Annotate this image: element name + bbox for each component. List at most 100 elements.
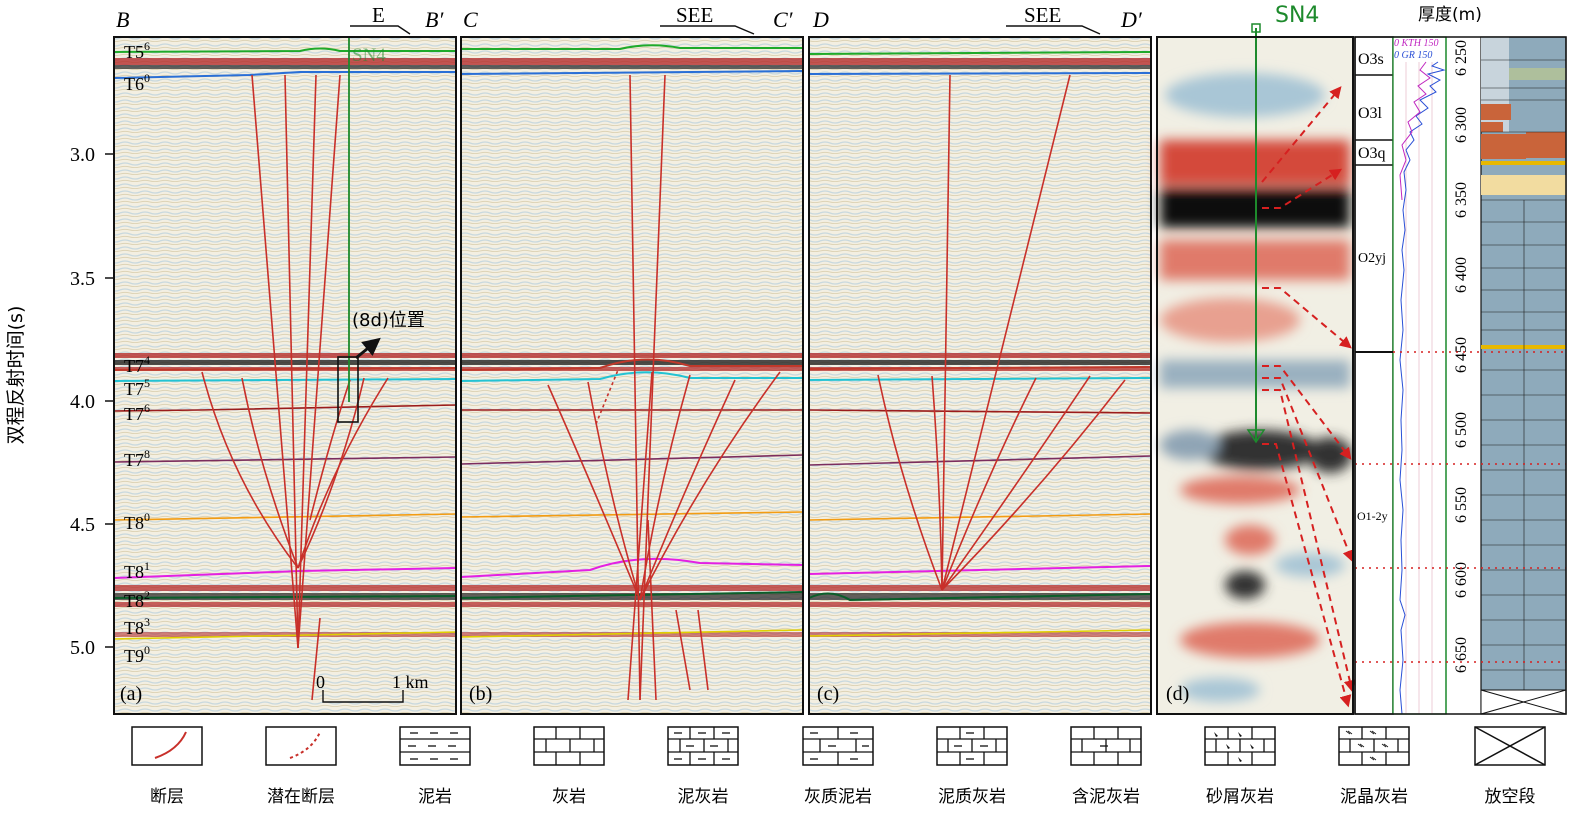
panel-frame [460, 36, 804, 715]
horizon-label: T81 [124, 559, 150, 582]
direction-arrow-icon [350, 25, 411, 35]
gr-curve [1399, 61, 1446, 715]
detail-box [337, 356, 359, 423]
seismic-section [114, 37, 456, 714]
formation-O3q: O3q [1358, 145, 1386, 162]
y-axis-label: 双程反射时间(s) [5, 306, 27, 445]
legend-label: 放空段 [1485, 787, 1536, 807]
correlation-markers [1355, 351, 1566, 663]
section-end-label: D′ [1120, 7, 1143, 32]
seismic-section [461, 37, 803, 714]
panel-b [460, 36, 804, 715]
legend-label: 泥灰岩 [678, 787, 729, 807]
horizon-T7-5 [113, 378, 457, 382]
legend-label: 含泥灰岩 [1072, 787, 1140, 807]
direction-label: SEE [676, 3, 713, 27]
depth-label: 6 400 [1453, 257, 1470, 293]
potential-fault [595, 369, 619, 425]
horizon-T6-0 [113, 71, 456, 79]
fault-line [311, 617, 321, 701]
depth-label: 6 650 [1453, 637, 1470, 673]
panel-c [808, 36, 1152, 715]
depth-label: 6 550 [1453, 487, 1470, 523]
panel-frame [808, 36, 1152, 715]
panel-a: SN4 (8d)位置 0 1 km [113, 36, 457, 715]
depth-label: 6 600 [1453, 562, 1470, 598]
horizon-label: T82 [124, 588, 150, 611]
log-header-kth: 0 KTH 150 [1394, 38, 1438, 49]
formation-O3l: O3l [1358, 105, 1383, 122]
legend-void-section [1474, 726, 1546, 766]
section-start-label: B [116, 7, 129, 32]
section-start-label: C [463, 7, 478, 32]
legend-fault [131, 726, 203, 766]
legend: 断层 潜在断层 泥岩 灰岩 泥灰岩 灰质泥岩 泥质灰岩 含泥灰岩 砂屑灰岩 泥晶… [131, 726, 1546, 807]
horizon-label: T83 [124, 615, 150, 638]
scale-zero: 0 [316, 672, 325, 692]
horizon-T8-3 [113, 631, 457, 640]
scale-km: 1 km [392, 672, 429, 692]
legend-label: 断层 [150, 787, 184, 807]
legend-label: 泥岩 [418, 787, 452, 807]
direction-arrow-icon [1006, 25, 1101, 35]
formation-O2yj: O2yj [1358, 251, 1386, 266]
legend-argillaceous-limestone [936, 726, 1008, 766]
direction-labels: E SEE SEE [350, 3, 1101, 35]
faults [201, 74, 389, 701]
fault-line [297, 74, 317, 649]
legend-label: 灰质泥岩 [804, 787, 872, 807]
fault-line [241, 377, 299, 569]
panel-frame [1156, 36, 1354, 715]
panel-headers: B B′ C C′ D D′ [116, 7, 1143, 32]
y-axis-ticks: 3.0 3.5 4.0 4.5 5.0 [70, 144, 114, 659]
panel-tag: (a) [120, 683, 142, 705]
horizon-T5-6 [113, 47, 456, 53]
horizon-lines [808, 51, 1152, 637]
legend-potential-fault [265, 726, 337, 766]
legend-label: 砂屑灰岩 [1206, 787, 1274, 807]
legend-limestone [533, 726, 605, 766]
direction-arrow-icon [660, 25, 755, 35]
legend-label: 泥晶灰岩 [1340, 787, 1408, 807]
section-start-label: D [812, 7, 829, 32]
horizon-label: T78 [124, 447, 150, 470]
detail-arrow [355, 337, 381, 360]
legend-label: 潜在断层 [267, 787, 335, 807]
legend-micrite [1338, 726, 1410, 766]
well-label: SN4 [352, 45, 386, 66]
legend-mudstone [399, 726, 471, 766]
depth-label: 6 500 [1453, 412, 1470, 448]
horizon-label: T60 [124, 71, 150, 94]
y-tick-label: 3.0 [70, 144, 95, 166]
log-track [1392, 36, 1447, 715]
well-log: 厚度(m) O3s O3l O3q O2yj O1-2y 0 KTH 150 0… [1354, 5, 1567, 715]
formation-O1-2y: O1-2y [1357, 509, 1388, 523]
depth-label: 6 450 [1453, 337, 1470, 373]
legend-label: 泥质灰岩 [938, 787, 1006, 807]
direction-label: E [372, 3, 385, 27]
fault-line [251, 74, 299, 649]
fault-line [201, 371, 299, 569]
correlation-arrows [1261, 86, 1356, 708]
depth-label: 6 250 [1453, 40, 1470, 76]
y-tick-label: 4.0 [70, 391, 95, 413]
depth-label: 6 300 [1453, 107, 1470, 143]
seismic-section [809, 37, 1151, 714]
fault-line [309, 379, 351, 521]
formation-column [1354, 36, 1394, 715]
depth-scale: 6 250 6 300 6 350 6 400 6 450 6 500 6 55… [1445, 37, 1470, 714]
horizon-label: T56 [124, 39, 150, 62]
horizon-T7-4 [113, 367, 457, 371]
panel-tags: (a) (b) (c) [120, 683, 839, 705]
y-tick-label: 3.5 [70, 268, 95, 290]
direction-label: SEE [1024, 3, 1061, 27]
horizon-T8-0 [113, 513, 457, 521]
panel-tag: (c) [817, 683, 839, 705]
formation-O3s: O3s [1358, 51, 1384, 68]
fault-line [284, 74, 299, 649]
section-end-label: C′ [773, 7, 794, 32]
legend-calcareous-mudstone [802, 726, 874, 766]
lithology-column [1480, 36, 1567, 715]
horizon-label: T74 [124, 353, 150, 376]
